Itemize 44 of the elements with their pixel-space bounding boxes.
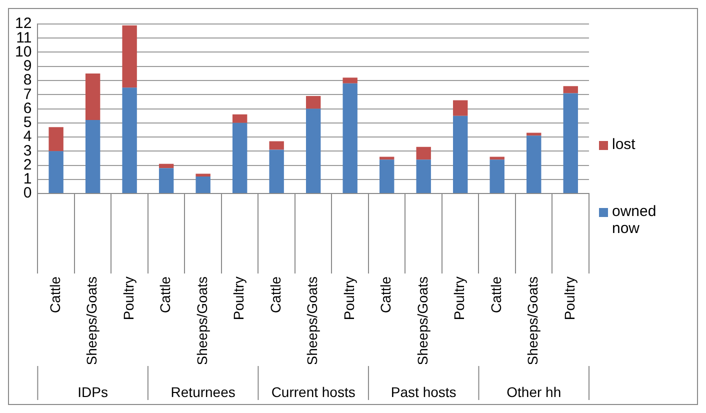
x-tick-label: Cattle	[267, 276, 284, 314]
bar	[453, 100, 468, 116]
bar	[85, 73, 100, 120]
bar	[416, 160, 431, 193]
bar	[490, 160, 504, 193]
bar	[122, 88, 137, 193]
bar	[48, 127, 64, 152]
bar	[85, 120, 100, 193]
x-tick-label: Cattle	[46, 276, 63, 314]
bar	[158, 164, 174, 168]
bar	[158, 168, 174, 193]
x-tick-label: Cattle	[378, 276, 394, 314]
bar	[232, 122, 248, 193]
bar	[122, 25, 137, 88]
x-tick-label: Poultry	[340, 276, 357, 320]
x-tick-label: Cattle	[488, 276, 504, 314]
bar	[269, 141, 284, 150]
x-tick-label: Poultry	[230, 276, 247, 320]
bar	[342, 83, 358, 193]
bar	[306, 96, 321, 109]
bar	[526, 136, 542, 193]
bar	[453, 116, 468, 193]
x-tick-label: Cattle	[157, 276, 174, 314]
text: IDPs	[78, 384, 108, 400]
text: Returnees	[170, 384, 236, 400]
legend-label: owned now	[612, 203, 658, 237]
text: Current hosts	[271, 384, 356, 400]
bar	[306, 108, 321, 193]
x-tick-label: Poultry	[561, 276, 578, 320]
bar	[232, 114, 248, 123]
bar	[342, 78, 358, 84]
bar	[380, 160, 394, 193]
bar	[563, 93, 578, 193]
bar	[196, 174, 210, 177]
bar	[196, 176, 210, 193]
text: Past hosts	[390, 384, 456, 400]
bar	[563, 86, 578, 94]
legend-label: lost	[612, 136, 636, 153]
x-tick-label: Poultry	[451, 276, 468, 320]
x-tick-label: Poultry	[120, 276, 136, 320]
bar	[48, 151, 64, 193]
bar	[416, 146, 431, 160]
text: Other hh	[506, 384, 562, 400]
bar	[269, 150, 284, 193]
